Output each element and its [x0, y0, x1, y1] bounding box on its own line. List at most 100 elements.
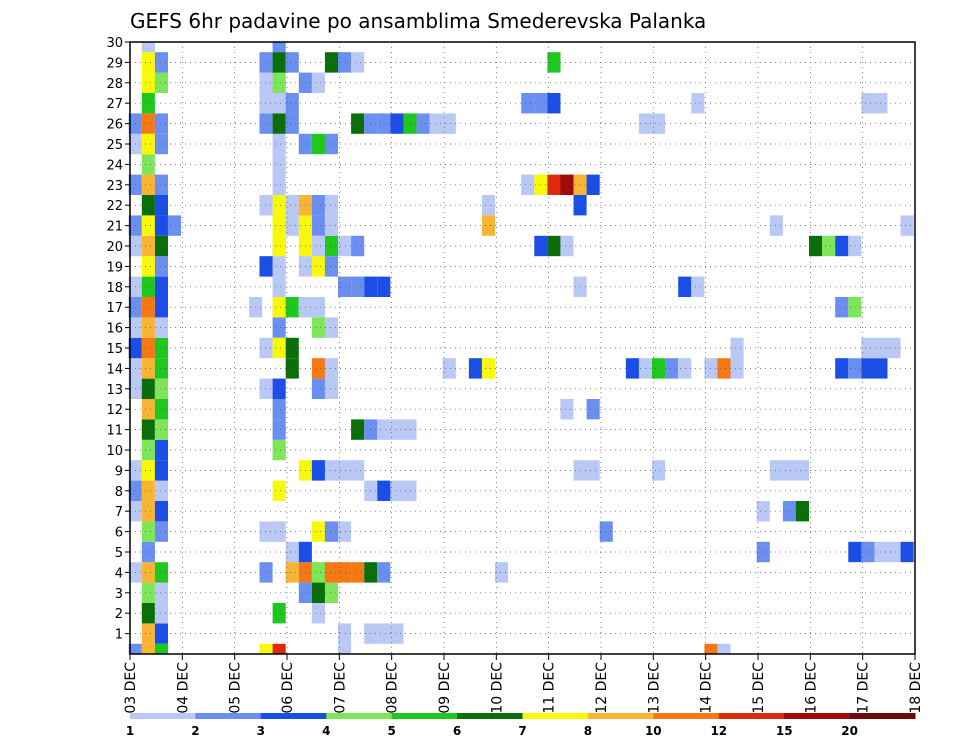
- colorbar-swatch: [587, 713, 654, 719]
- heatmap-cell: [861, 337, 875, 359]
- heatmap-cell: [285, 562, 299, 583]
- heatmap-cell: [730, 358, 744, 379]
- x-tick-label: 03 DEC: [123, 662, 139, 714]
- heatmap-cell: [285, 113, 299, 134]
- x-tick-label: 05 DEC: [228, 662, 244, 714]
- heatmap-cell: [154, 52, 168, 73]
- heatmap-cell: [154, 460, 168, 481]
- heatmap-cell: [141, 235, 155, 257]
- heatmap-cell: [285, 215, 299, 236]
- heatmap-cell: [586, 399, 600, 420]
- heatmap-cell: [154, 317, 168, 338]
- heatmap-cell: [835, 235, 849, 257]
- heatmap-cell: [141, 42, 155, 53]
- heatmap-cell: [547, 174, 561, 195]
- heatmap-cell: [154, 215, 168, 236]
- x-tick-label: 15 DEC: [751, 662, 767, 714]
- heatmap-cell: [141, 460, 155, 481]
- heatmap-cell: [272, 603, 286, 624]
- heatmap-cell: [272, 52, 286, 73]
- heatmap-cell: [311, 358, 325, 379]
- heatmap-cell: [717, 643, 731, 654]
- heatmap-cell: [272, 174, 286, 195]
- heatmap-cell: [311, 72, 325, 93]
- heatmap-cell: [154, 113, 168, 134]
- colorbar-label: 2: [191, 724, 199, 738]
- y-tick-label: 19: [106, 260, 123, 275]
- heatmap-cell: [141, 501, 155, 522]
- y-tick-label: 18: [106, 281, 123, 296]
- colorbar-swatch: [130, 713, 196, 719]
- heatmap-cell: [586, 460, 600, 481]
- heatmap-cell: [377, 113, 391, 134]
- heatmap-cell: [377, 276, 391, 297]
- heatmap-cell: [285, 93, 299, 114]
- x-tick-label: 16 DEC: [803, 662, 819, 714]
- heatmap-cell: [167, 215, 181, 236]
- colorbar-swatch: [718, 713, 785, 719]
- heatmap-cell: [324, 460, 338, 481]
- y-tick-label: 17: [106, 301, 123, 316]
- heatmap-cell: [324, 378, 338, 399]
- y-tick-label: 13: [106, 383, 123, 398]
- colorbar-swatch: [849, 713, 916, 719]
- heatmap-cell: [377, 562, 391, 583]
- heatmap-cell: [141, 643, 155, 654]
- heatmap-cell: [272, 256, 286, 277]
- heatmap-cell: [141, 133, 155, 155]
- heatmap-cell: [259, 113, 273, 134]
- heatmap-cell: [154, 133, 168, 155]
- y-tick-label: 21: [106, 220, 123, 235]
- heatmap-cells: [128, 42, 914, 654]
- chart-title: GEFS 6hr padavine po ansamblima Smederev…: [130, 9, 706, 33]
- heatmap-cell: [141, 215, 155, 236]
- heatmap-cell: [259, 195, 273, 216]
- heatmap-cell: [678, 358, 692, 379]
- y-tick-label: 7: [115, 505, 123, 520]
- colorbar-label: 20: [841, 724, 858, 738]
- x-tick-label: 04 DEC: [175, 662, 191, 714]
- heatmap-cell: [338, 562, 352, 583]
- heatmap-cell: [272, 399, 286, 420]
- colorbar-swatch: [326, 713, 393, 719]
- heatmap-cell: [652, 358, 666, 379]
- y-tick-label: 12: [106, 403, 123, 418]
- heatmap-cell: [442, 113, 456, 134]
- heatmap-cell: [377, 480, 391, 501]
- heatmap-cell: [141, 439, 155, 461]
- x-tick-label: 10 DEC: [489, 662, 505, 714]
- colorbar-swatch: [391, 713, 458, 719]
- heatmap-cell: [272, 297, 286, 318]
- heatmap-cell: [259, 52, 273, 73]
- heatmap-cell: [141, 582, 155, 603]
- heatmap-cell: [691, 276, 705, 297]
- y-tick-label: 15: [106, 342, 123, 357]
- heatmap-cell: [377, 623, 391, 644]
- heatmap-cell: [154, 562, 168, 583]
- heatmap-cell: [272, 195, 286, 216]
- heatmap-cell: [272, 42, 286, 53]
- heatmap-cell: [128, 643, 142, 654]
- colorbar-label: 15: [776, 724, 793, 738]
- heatmap-cell: [154, 337, 168, 359]
- y-tick-label: 20: [106, 240, 123, 255]
- heatmap-cell: [351, 460, 365, 481]
- heatmap-cell: [782, 501, 796, 522]
- heatmap-cell: [272, 317, 286, 338]
- heatmap-cell: [586, 174, 600, 195]
- heatmap-cell: [154, 439, 168, 461]
- heatmap-cell: [691, 93, 705, 114]
- heatmap-cell: [272, 72, 286, 93]
- heatmap-cell: [272, 113, 286, 134]
- y-tick-label: 25: [106, 138, 123, 153]
- heatmap-cell: [547, 93, 561, 114]
- heatmap-cell: [351, 419, 365, 440]
- heatmap-cell: [311, 521, 325, 542]
- heatmap-cell: [835, 297, 849, 318]
- colorbar-label: 3: [257, 724, 265, 738]
- heatmap-cell: [272, 378, 286, 399]
- y-tick-label: 23: [106, 179, 123, 194]
- heatmap-cell: [848, 235, 862, 257]
- heatmap-cell: [324, 195, 338, 216]
- colorbar-swatch: [784, 713, 851, 719]
